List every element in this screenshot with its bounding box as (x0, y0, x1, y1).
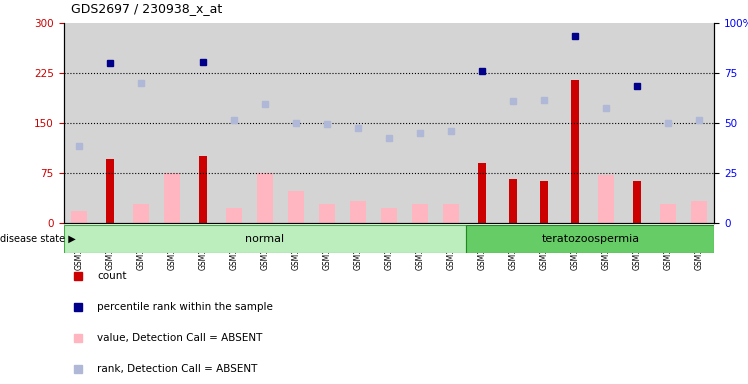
Bar (133, 204, 149, 223)
Bar (373, 23, 405, 223)
Bar (319, 204, 334, 223)
Bar (691, 202, 707, 223)
Bar (71, 211, 87, 223)
Bar (571, 79, 579, 223)
Bar (288, 191, 304, 223)
Bar (684, 23, 714, 223)
Bar (165, 173, 180, 223)
Bar (199, 156, 207, 223)
Bar (539, 182, 548, 223)
Bar (188, 23, 218, 223)
Bar (64, 23, 94, 223)
Bar (350, 202, 366, 223)
Bar (381, 208, 396, 223)
Bar (412, 204, 428, 223)
Bar (660, 204, 675, 223)
Bar (94, 23, 126, 223)
Text: value, Detection Call = ABSENT: value, Detection Call = ABSENT (97, 333, 263, 343)
Bar (64, 225, 467, 253)
Text: rank, Detection Call = ABSENT: rank, Detection Call = ABSENT (97, 364, 257, 374)
Bar (467, 225, 714, 253)
Bar (467, 23, 497, 223)
Bar (280, 23, 311, 223)
Bar (311, 23, 343, 223)
Bar (560, 23, 590, 223)
Bar (443, 204, 459, 223)
Bar (509, 179, 517, 223)
Bar (250, 23, 280, 223)
Bar (598, 175, 613, 223)
Text: count: count (97, 271, 126, 281)
Text: GDS2697 / 230938_x_at: GDS2697 / 230938_x_at (71, 2, 222, 15)
Bar (156, 23, 188, 223)
Bar (435, 23, 467, 223)
Text: teratozoospermia: teratozoospermia (542, 234, 640, 244)
Bar (218, 23, 250, 223)
Text: disease state ▶: disease state ▶ (0, 234, 76, 244)
Bar (126, 23, 156, 223)
Bar (343, 23, 373, 223)
Bar (478, 163, 486, 223)
Bar (257, 173, 273, 223)
Text: percentile rank within the sample: percentile rank within the sample (97, 302, 273, 312)
Bar (528, 23, 560, 223)
Bar (105, 159, 114, 223)
Bar (622, 23, 652, 223)
Bar (226, 208, 242, 223)
Bar (497, 23, 528, 223)
Bar (652, 23, 684, 223)
Bar (590, 23, 622, 223)
Text: normal: normal (245, 234, 284, 244)
Bar (405, 23, 435, 223)
Bar (633, 182, 641, 223)
